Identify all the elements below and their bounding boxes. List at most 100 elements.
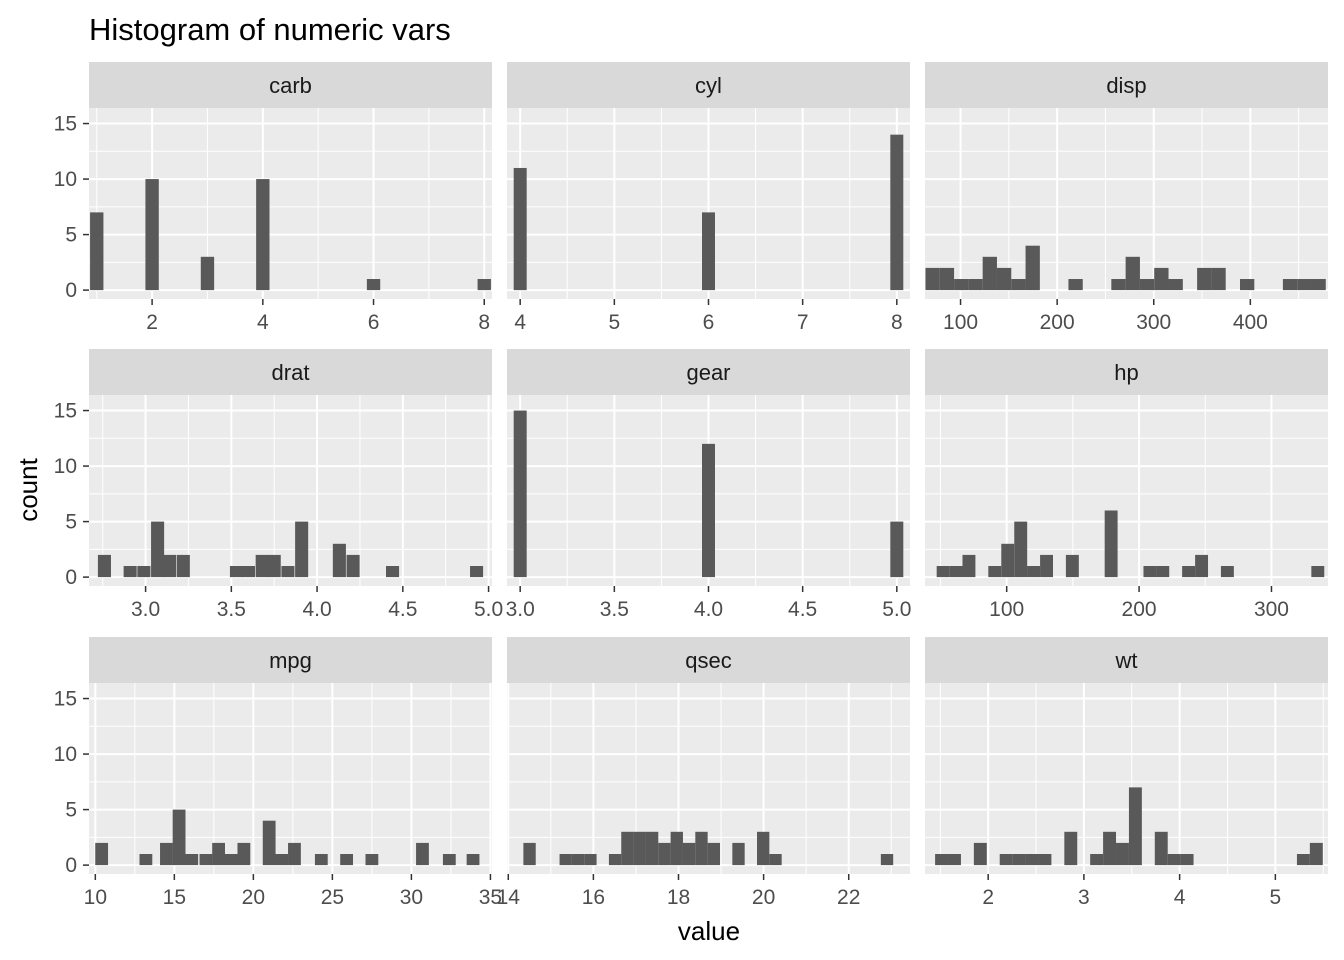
histogram-bar <box>968 279 983 291</box>
x-tick-label: 100 <box>943 311 978 334</box>
x-tick-label: 100 <box>989 598 1024 621</box>
strip-label-carb: carb <box>269 73 312 98</box>
histogram-bar <box>172 809 186 866</box>
histogram-bar <box>466 854 480 866</box>
histogram-bar <box>288 842 301 866</box>
histogram-bar <box>702 212 715 291</box>
histogram-bar <box>1154 267 1169 291</box>
facet-drat: drat 0 5 10 15 3.0 3.5 4.0 4.5 5.0 <box>54 349 503 621</box>
x-tick-label: 3 <box>1078 886 1090 909</box>
histogram-bar <box>1001 543 1015 578</box>
y-tick-label: 10 <box>54 455 77 478</box>
histogram-bar <box>973 842 987 866</box>
histogram-bar <box>890 134 904 291</box>
x-tick-label: 6 <box>703 311 715 334</box>
facet-qsec: qsec 14 16 18 20 22 <box>497 637 910 909</box>
histogram-bar <box>295 521 309 578</box>
x-axis-title: value <box>678 916 740 946</box>
histogram-bar <box>1104 510 1118 578</box>
histogram-bar <box>224 854 238 866</box>
x-tick-label: 22 <box>837 886 860 909</box>
x-tick-label: 200 <box>1040 311 1075 334</box>
histogram-bar <box>1309 842 1323 866</box>
x-tick-label: 5.0 <box>474 598 503 621</box>
histogram-bar <box>584 854 597 866</box>
x-tick-label: 300 <box>1254 598 1289 621</box>
panel-background-wt <box>925 683 1328 874</box>
x-tick-label: 10 <box>84 886 107 909</box>
strip-mpg <box>89 637 492 683</box>
histogram-bar <box>1068 279 1083 291</box>
x-tick-label: 300 <box>1136 311 1171 334</box>
histogram-bar <box>237 842 251 866</box>
histogram-bar <box>1143 566 1157 578</box>
y-tick-label: 5 <box>65 511 77 534</box>
strip-cyl <box>507 62 910 108</box>
x-tick-label: 6 <box>368 311 380 334</box>
histogram-bar <box>571 854 585 866</box>
histogram-bar <box>1125 256 1140 291</box>
histogram-bar <box>281 566 295 578</box>
strip-gear <box>507 349 910 395</box>
panel-background-qsec <box>507 683 910 874</box>
histogram-bar <box>255 554 269 578</box>
strip-label-drat: drat <box>272 360 310 385</box>
histogram-bar <box>935 854 949 866</box>
histogram-bar <box>470 566 484 578</box>
histogram-bar <box>275 854 289 866</box>
histogram-bar <box>670 831 683 866</box>
x-tick-label: 200 <box>1122 598 1157 621</box>
facet-mpg: mpg 0 5 10 15 10 15 20 25 30 35 <box>54 637 502 909</box>
y-tick-label: 15 <box>54 400 77 423</box>
x-tick-label: 4 <box>514 311 526 334</box>
facet-disp: disp 100 200 300 400 <box>925 62 1328 334</box>
x-tick-label: 4.0 <box>694 598 723 621</box>
histogram-bar <box>1240 279 1255 291</box>
y-tick-label: 15 <box>54 688 77 711</box>
histogram-bar <box>346 554 360 578</box>
histogram-bar <box>1040 554 1053 578</box>
histogram-bar <box>199 854 213 866</box>
x-tick-label: 4 <box>1174 886 1186 909</box>
histogram-bar <box>185 854 199 866</box>
x-tick-label: 15 <box>163 886 186 909</box>
strip-label-hp: hp <box>1114 360 1138 385</box>
histogram-bar <box>559 854 572 866</box>
strip-label-mpg: mpg <box>269 648 312 673</box>
histogram-bar <box>1156 566 1170 578</box>
strip-drat <box>89 349 492 395</box>
x-tick-label: 20 <box>242 886 265 909</box>
histogram-bar <box>163 554 177 578</box>
x-tick-label: 20 <box>752 886 775 909</box>
y-tick-label: 5 <box>65 799 77 822</box>
x-tick-label: 8 <box>891 311 903 334</box>
panel-background-drat <box>89 395 492 586</box>
chart-title: Histogram of numeric vars <box>89 12 451 47</box>
histogram-bar <box>442 854 456 866</box>
y-tick-label: 15 <box>54 113 77 136</box>
histogram-bar <box>925 267 940 291</box>
histogram-bar <box>1167 854 1181 866</box>
histogram-bar <box>139 854 153 866</box>
histogram-bar <box>314 854 328 866</box>
histogram-bar <box>229 566 244 578</box>
histogram-bar <box>267 554 281 578</box>
histogram-bar <box>949 566 963 578</box>
histogram-bar <box>769 854 782 866</box>
x-tick-label: 18 <box>667 886 690 909</box>
histogram-bar <box>633 831 646 866</box>
histogram-bar <box>1282 279 1298 291</box>
x-tick-label: 14 <box>497 886 521 909</box>
x-tick-label: 400 <box>1233 311 1268 334</box>
histogram-bar <box>200 256 215 291</box>
strip-wt <box>925 637 1328 683</box>
facet-cyl: cyl 4 5 6 7 8 <box>507 62 910 334</box>
histogram-bar <box>682 842 696 866</box>
y-axis-title: count <box>13 457 43 521</box>
histogram-bar <box>645 831 659 866</box>
histogram-bar <box>936 566 950 578</box>
histogram-bar <box>1103 831 1117 866</box>
x-tick-label: 3.0 <box>506 598 535 621</box>
x-tick-label: 7 <box>797 311 809 334</box>
